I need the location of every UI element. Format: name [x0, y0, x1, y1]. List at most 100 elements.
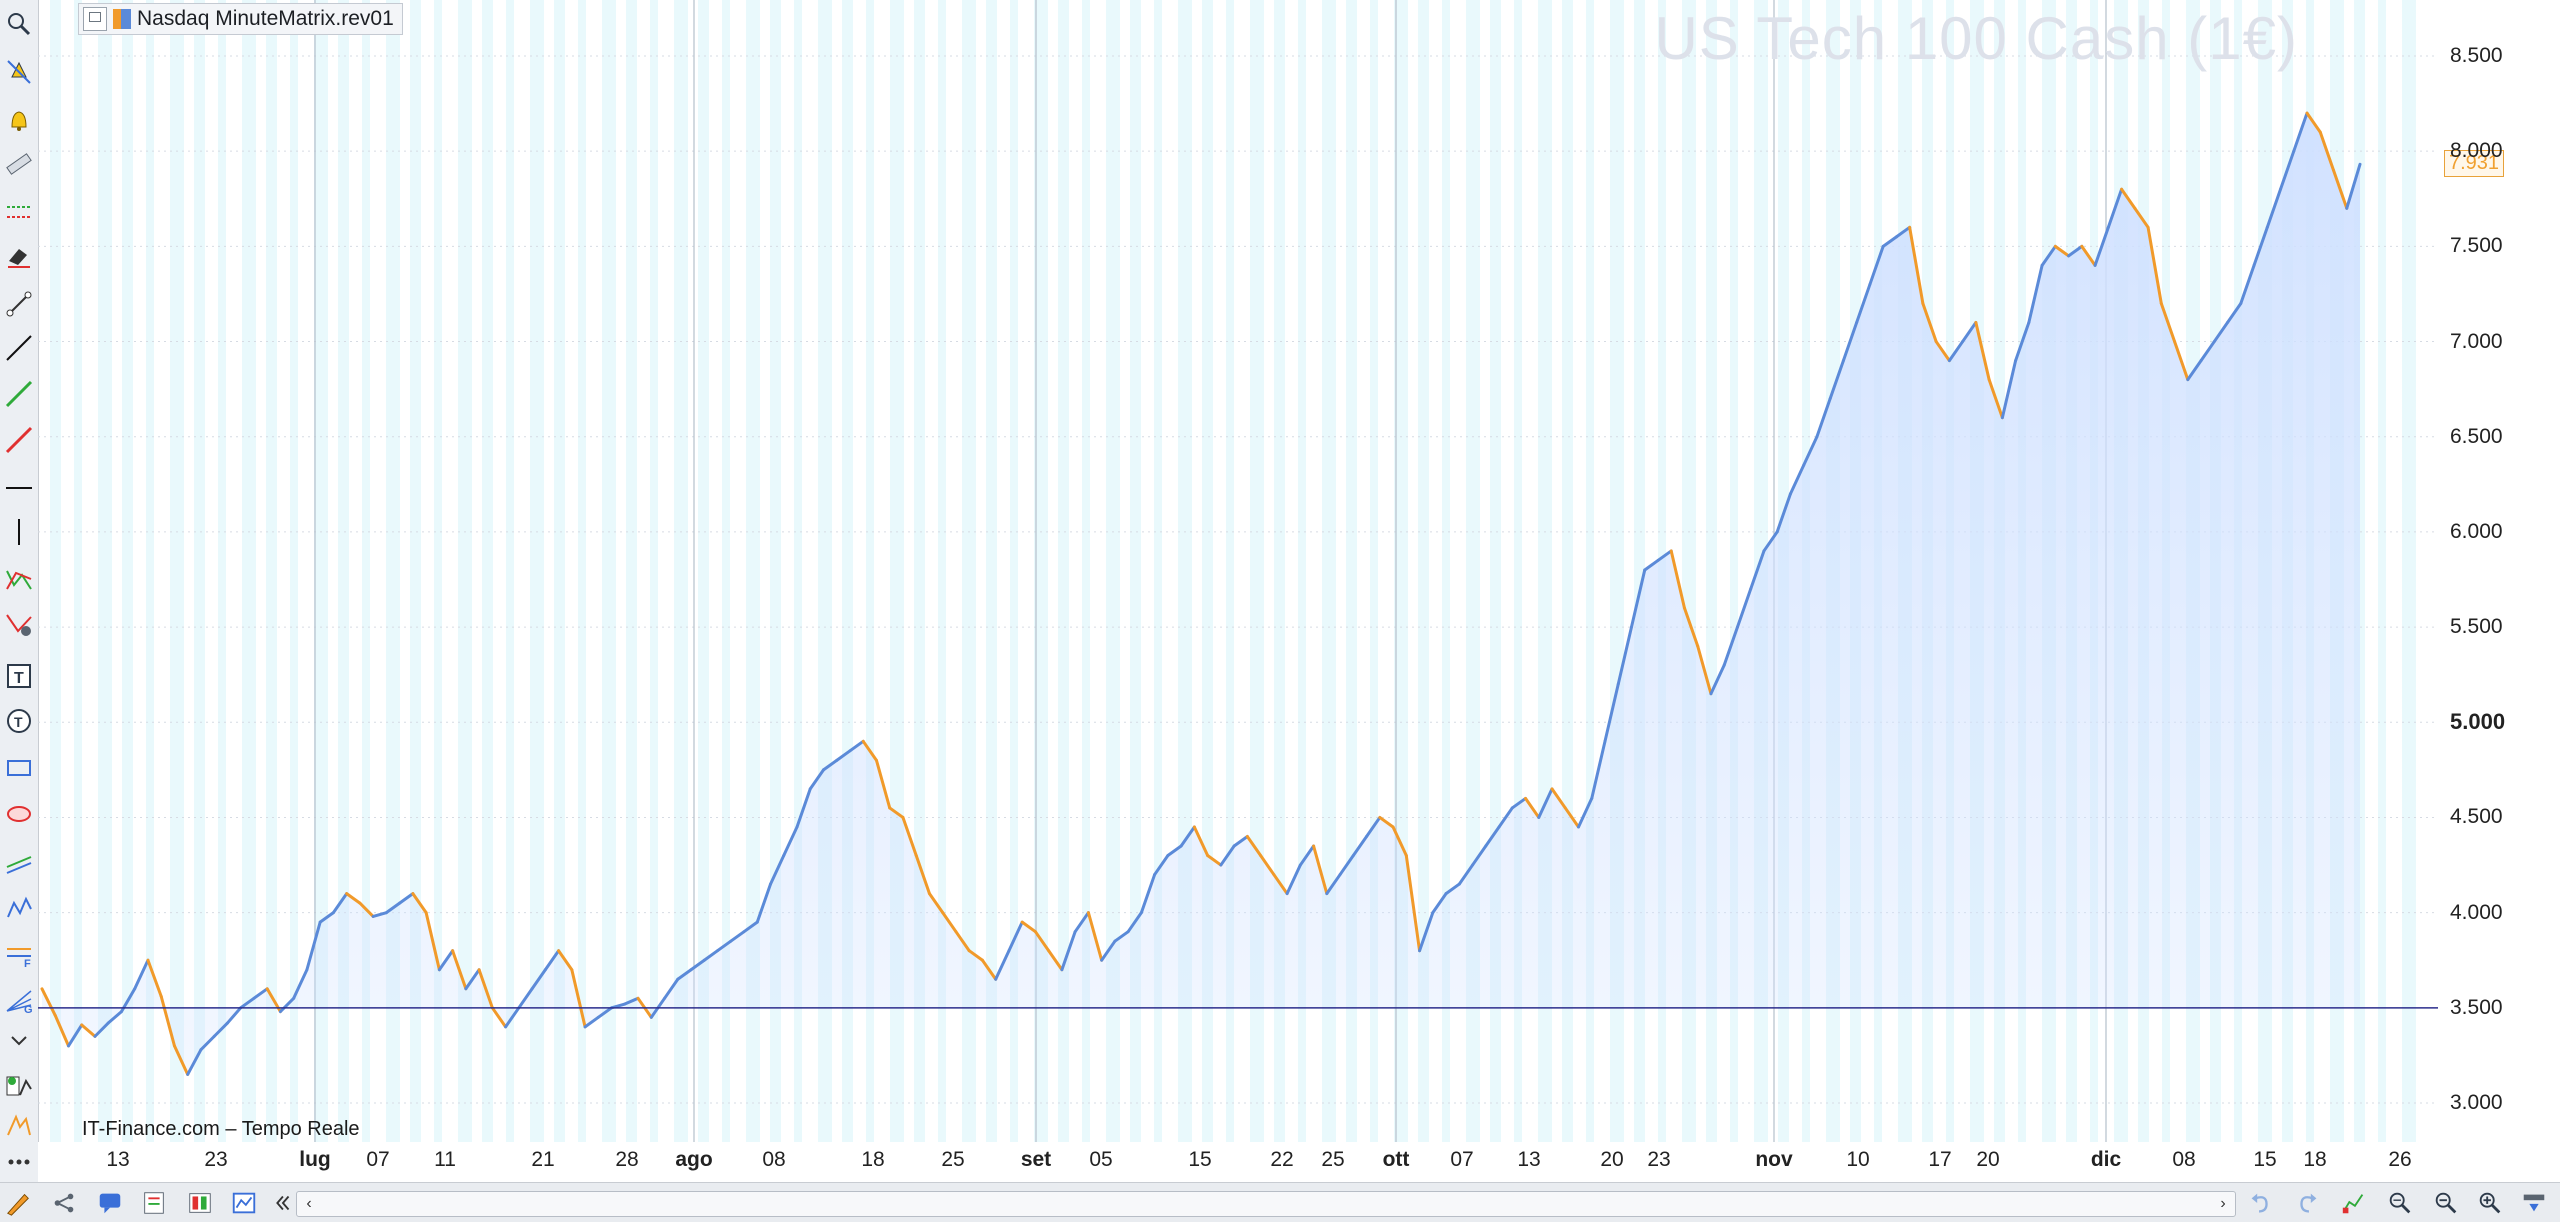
time-axis-day-label: 26	[2388, 1148, 2412, 1171]
time-axis-day-label: 08	[762, 1148, 786, 1171]
time-axis-day-label: 11	[434, 1148, 456, 1171]
series-segment	[40, 987, 57, 1017]
session-stripe	[1466, 0, 1480, 1142]
channel-icon[interactable]	[3, 846, 35, 878]
horizontal-line-icon[interactable]	[3, 472, 35, 504]
text-icon[interactable]: T	[3, 660, 35, 692]
series-segment	[1802, 435, 1819, 467]
series-segment	[318, 911, 335, 924]
indicator-icon[interactable]	[3, 1070, 35, 1102]
series-segment	[1272, 873, 1289, 896]
line-icon[interactable]	[3, 332, 35, 364]
zoom-icon[interactable]	[3, 8, 35, 40]
series-segment	[490, 1006, 508, 1029]
bell-icon[interactable]	[3, 104, 35, 136]
series-segment	[1775, 492, 1792, 534]
more-icon[interactable]	[3, 1146, 35, 1178]
scroll-right-arrow[interactable]: ›	[2220, 1195, 2226, 1212]
alert-icon[interactable]	[3, 56, 35, 88]
pattern-icon[interactable]	[3, 892, 35, 924]
series-segment	[1153, 854, 1170, 877]
series-segment	[716, 939, 733, 953]
undo-icon[interactable]	[2244, 1187, 2276, 1219]
series-segment	[305, 920, 322, 972]
series-segment	[821, 758, 839, 772]
drawing-tools-icon[interactable]	[3, 1110, 35, 1142]
segment-icon[interactable]	[3, 288, 35, 320]
collapse-left-icon[interactable]	[266, 1187, 298, 1219]
text-bubble-icon[interactable]: T	[3, 706, 35, 738]
fibonacci-fan-icon[interactable]	[3, 608, 35, 640]
series-segment	[2014, 321, 2031, 363]
price-chart[interactable]: Nasdaq MinuteMatrix.rev01 US Tech 100 Ca…	[38, 0, 2438, 1142]
series-segment	[2093, 225, 2110, 267]
collapse-icon[interactable]	[3, 1024, 35, 1056]
ruler-icon[interactable]	[3, 148, 35, 180]
time-axis-day-label: 23	[1647, 1148, 1671, 1171]
chart-window-icon[interactable]	[228, 1187, 260, 1219]
series-segment	[1404, 854, 1422, 953]
series-segment	[927, 892, 945, 915]
window-icon[interactable]	[83, 7, 107, 31]
orders-icon[interactable]	[184, 1187, 216, 1219]
fibonacci-retracement-icon[interactable]	[3, 564, 35, 596]
price-tick-label: 8.000	[2450, 139, 2503, 163]
series-segment	[53, 1013, 70, 1048]
series-segment	[1974, 321, 1991, 382]
zoom-out-icon[interactable]	[2430, 1187, 2462, 1219]
series-segment	[477, 968, 494, 1010]
series-segment	[1921, 301, 1938, 344]
zoom-in-icon[interactable]	[2474, 1187, 2506, 1219]
session-stripe	[1130, 0, 1141, 1142]
series-segment	[663, 977, 680, 1000]
zoom-fit-icon[interactable]	[2384, 1187, 2416, 1219]
series-segment	[2305, 111, 2322, 134]
session-stripe	[866, 0, 874, 1142]
series-segment	[2345, 162, 2362, 210]
time-axis[interactable]: 13 23 lug 07 11 21 28 ago 08 18 25 set 05 15 22 25 ott 07…	[38, 1142, 2438, 1182]
session-stripe	[1418, 0, 1429, 1142]
series-segment	[1841, 321, 1859, 363]
vertical-line-icon[interactable]	[3, 516, 35, 548]
series-segment	[424, 911, 441, 972]
time-axis-day-label: 23	[204, 1148, 228, 1171]
comment-icon[interactable]	[94, 1187, 126, 1219]
chart-settings-icon[interactable]	[2338, 1187, 2370, 1219]
fibonacci-levels-icon[interactable]: F	[3, 940, 35, 972]
red-trendline-icon[interactable]	[3, 424, 35, 456]
redo-icon[interactable]	[2292, 1187, 2324, 1219]
chart-tab[interactable]: Nasdaq MinuteMatrix.rev01	[78, 3, 403, 35]
rectangle-icon[interactable]	[3, 752, 35, 784]
time-axis-month-label: ott	[1382, 1148, 1410, 1171]
session-stripe	[1634, 0, 1645, 1142]
share-icon[interactable]	[48, 1187, 80, 1219]
session-stripe	[1562, 0, 1573, 1142]
series-segment	[795, 787, 812, 829]
horizontal-zone-icon[interactable]	[3, 196, 35, 228]
series-segment	[1550, 787, 1567, 810]
time-axis-day-label: 13	[106, 1148, 130, 1171]
price-axis[interactable]: 7.931 8.500 8.000 7.500 7.000 6.500 6.000 5.50…	[2438, 0, 2560, 1142]
scroll-down-icon[interactable]	[2518, 1187, 2550, 1219]
series-segment	[596, 1006, 614, 1019]
pencil-icon[interactable]	[2, 1187, 34, 1219]
green-trendline-icon[interactable]	[3, 378, 35, 410]
ellipse-icon[interactable]	[3, 798, 35, 830]
series-segment	[1139, 873, 1157, 915]
session-stripe	[674, 0, 688, 1142]
session-stripe	[1154, 0, 1162, 1142]
session-stripe	[1442, 0, 1450, 1142]
scroll-left-arrow[interactable]: ‹	[306, 1195, 312, 1212]
gann-icon[interactable]: G	[3, 984, 35, 1016]
series-segment	[1457, 863, 1475, 886]
session-stripe	[938, 0, 946, 1142]
series-segment	[1616, 625, 1633, 686]
series-segment	[1643, 558, 1660, 572]
eraser-icon[interactable]	[3, 240, 35, 272]
time-axis-month-label: ago	[675, 1148, 713, 1171]
svg-text:T: T	[14, 714, 23, 730]
chart-scrollbar[interactable]: ‹ ›	[296, 1191, 2236, 1217]
session-stripe	[410, 0, 421, 1142]
series-segment	[1206, 854, 1223, 867]
data-icon[interactable]	[138, 1187, 170, 1219]
